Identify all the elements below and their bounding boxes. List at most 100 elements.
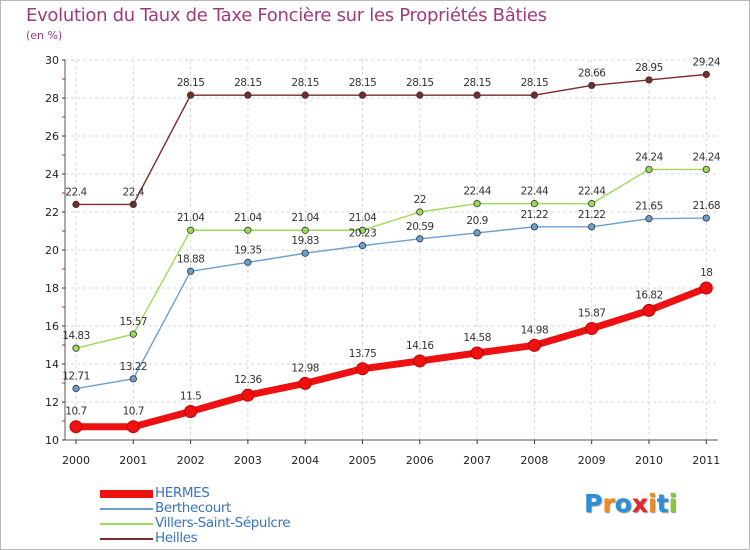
point-berthecourt	[187, 267, 195, 275]
y-tick-label: 26	[45, 130, 59, 143]
y-tick-label: 30	[45, 54, 59, 67]
data-label: 24.24	[693, 151, 721, 163]
data-label: 14.16	[406, 340, 434, 352]
data-label: 22.44	[521, 186, 549, 198]
data-label: 14.58	[463, 332, 491, 344]
point-berthecourt	[358, 242, 367, 250]
data-label: 14.83	[62, 330, 90, 342]
y-tick-label: 12	[45, 396, 59, 409]
point-berthecourt	[473, 229, 481, 237]
logo-letter: r	[602, 489, 615, 518]
data-label: 21.22	[521, 209, 549, 221]
point-hermes	[356, 362, 369, 376]
x-tick-label: 2000	[62, 454, 90, 467]
point-villers-saint-sepulcre	[473, 200, 481, 208]
x-tick-label: 2009	[578, 454, 606, 467]
point-villers-saint-sepulcre	[416, 208, 424, 216]
point-hermes	[527, 338, 541, 352]
x-tick-label: 2004	[291, 454, 319, 467]
point-hermes	[413, 354, 427, 368]
y-tick-label: 16	[45, 320, 59, 333]
data-label: 15.87	[578, 307, 606, 319]
y-tick-label: 18	[45, 282, 59, 295]
series-line-berthecourt	[75, 217, 707, 390]
data-label: 21.22	[578, 209, 606, 221]
chart-title: Evolution du Taux de Taxe Foncière sur l…	[26, 5, 547, 26]
point-hermes	[126, 420, 140, 434]
logo-letter: t	[656, 489, 669, 518]
point-villers-saint-sepulcre	[645, 165, 653, 174]
y-tick-label: 14	[45, 358, 59, 371]
data-label: 19.83	[291, 235, 319, 247]
data-label: 21.04	[234, 212, 262, 224]
x-tick-label: 2005	[349, 454, 377, 467]
data-label: 21.04	[177, 212, 205, 224]
point-berthecourt	[588, 223, 596, 231]
data-label: 19.35	[234, 244, 262, 256]
data-label: 18	[700, 267, 712, 279]
x-tick-label: 2003	[234, 454, 262, 467]
legend-swatch-heilles	[100, 538, 153, 540]
x-tick-label: 2010	[635, 454, 663, 467]
y-unit-label: (en %)	[26, 29, 63, 42]
point-villers-saint-sepulcre	[72, 344, 80, 352]
point-berthecourt	[72, 384, 80, 393]
legend-swatch-hermes	[100, 490, 153, 498]
point-villers-saint-sepulcre	[244, 226, 252, 234]
data-label: 10.7	[123, 406, 144, 418]
series-line-hermes	[76, 284, 708, 431]
point-hermes	[585, 321, 599, 335]
point-hermes	[642, 303, 656, 317]
point-villers-saint-sepulcre	[301, 226, 309, 234]
data-label: 18.88	[177, 253, 205, 265]
point-heilles	[702, 70, 710, 79]
data-label: 22.4	[123, 186, 145, 198]
data-label: 28.15	[521, 77, 549, 89]
legend-swatch-villers	[100, 523, 153, 525]
point-heilles	[244, 91, 252, 99]
point-hermes	[184, 405, 198, 418]
proxiti-logo: Proxiti	[584, 489, 677, 518]
x-tick-label: 2008	[520, 454, 548, 467]
point-berthecourt	[702, 214, 710, 222]
y-tick-label: 22	[45, 206, 59, 219]
logo-letter: i	[668, 489, 678, 518]
point-heilles	[588, 81, 596, 90]
data-label: 20.9	[466, 215, 487, 227]
point-villers-saint-sepulcre	[129, 330, 137, 338]
data-label: 28.15	[406, 77, 434, 89]
point-heilles	[187, 91, 195, 99]
data-label: 22.44	[578, 186, 606, 198]
x-tick-label: 2006	[406, 454, 434, 467]
data-label: 10.7	[65, 406, 86, 418]
data-label: 21.04	[349, 212, 377, 224]
data-label: 22.44	[463, 186, 491, 198]
y-tick-label: 24	[45, 168, 59, 181]
data-label: 14.98	[521, 324, 549, 336]
data-label: 28.95	[635, 62, 663, 74]
x-tick-label: 2002	[177, 454, 205, 467]
data-label: 12.71	[62, 371, 90, 383]
point-berthecourt	[301, 249, 309, 257]
point-villers-saint-sepulcre	[588, 200, 596, 208]
x-tick-label: 2001	[119, 454, 147, 467]
point-heilles	[129, 200, 137, 208]
data-label: 28.15	[234, 77, 262, 89]
point-heilles	[358, 91, 367, 99]
axes: 10 12 14 16 18 20 22 24 26 28 30 2000 2001 2002 2003 20…	[45, 54, 720, 467]
data-label: 28.15	[291, 77, 319, 89]
data-label: 11.5	[180, 391, 201, 403]
data-label: 21.68	[693, 200, 721, 212]
series-line-villers-saint-sepulcre	[75, 168, 707, 349]
point-hermes	[241, 388, 255, 402]
grid	[65, 59, 718, 441]
legend-label: Villers-Saint-Sépulcre	[155, 515, 291, 531]
data-label: 21.65	[635, 201, 663, 213]
point-hermes	[470, 346, 484, 360]
data-label: 20.59	[406, 221, 434, 233]
legend-label: HERMES	[155, 485, 210, 501]
data-label: 16.82	[635, 289, 663, 301]
data-label: 24.24	[635, 151, 663, 163]
